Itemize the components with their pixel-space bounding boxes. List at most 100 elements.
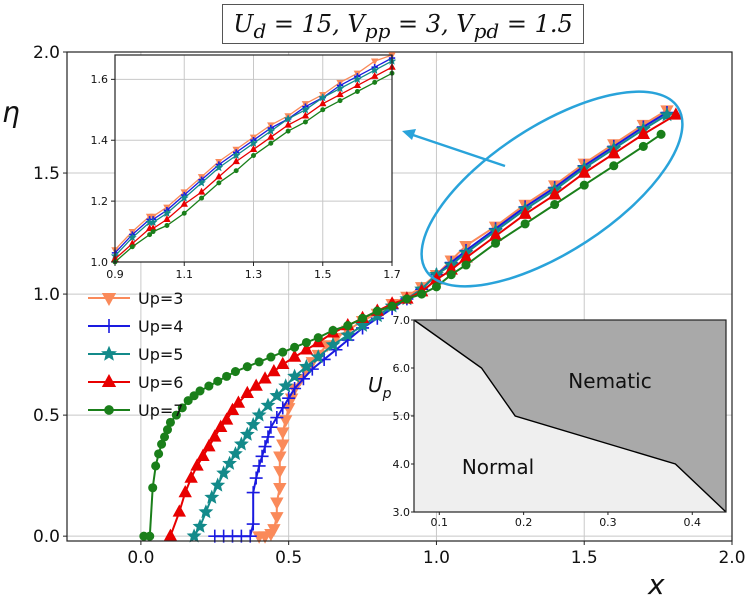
- data-point: [296, 372, 310, 386]
- data-point: [370, 72, 379, 79]
- data-point: [195, 386, 205, 396]
- data-point: [181, 210, 187, 216]
- data-point: [190, 458, 204, 471]
- x-axis-label: x: [647, 568, 665, 600]
- data-point: [163, 528, 178, 541]
- data-point: [171, 410, 181, 420]
- data-point: [267, 364, 281, 377]
- data-point: [320, 107, 326, 113]
- data-point: [150, 229, 156, 235]
- data-point: [204, 489, 220, 504]
- data-point: [128, 233, 137, 242]
- data-point: [270, 411, 284, 425]
- data-point: [246, 517, 260, 531]
- x-tick-label: 0.4: [684, 516, 702, 529]
- data-point: [192, 518, 208, 533]
- data-point: [328, 325, 338, 335]
- y-tick-label: 4.0: [393, 458, 411, 471]
- data-point: [285, 128, 291, 134]
- data-point: [669, 107, 683, 120]
- data-point: [246, 486, 260, 500]
- data-point: [276, 356, 290, 370]
- data-point: [249, 471, 263, 485]
- data-point: [164, 222, 170, 228]
- data-point: [636, 126, 651, 140]
- data-point: [129, 244, 135, 250]
- data-point: [310, 349, 326, 364]
- data-point: [154, 449, 164, 459]
- zoom-arrow-head: [402, 129, 416, 140]
- y-axis-label: η: [2, 96, 20, 129]
- data-point: [354, 89, 360, 95]
- data-point: [202, 439, 216, 452]
- data-point: [214, 163, 224, 172]
- data-point: [358, 313, 368, 323]
- y-tick-label: 1.2: [91, 195, 109, 208]
- legend-marker: [101, 373, 117, 388]
- data-point: [184, 470, 198, 483]
- y-tick-label: 1.0: [91, 256, 109, 269]
- data-point: [147, 232, 153, 238]
- x-tick-label: 0.2: [515, 516, 533, 529]
- x-tick-label: 0.9: [106, 268, 124, 281]
- data-point: [343, 321, 353, 331]
- series-up-6: [111, 62, 396, 262]
- data-point: [266, 352, 276, 362]
- x-tick-label: 1.5: [571, 548, 598, 568]
- inset-phase-diagram: Nematic Normal 0.1 0.2 0.3 0.4 3.0 4.0 5.0 6.0 7.0…: [368, 314, 727, 529]
- data-point: [518, 206, 532, 219]
- data-point: [609, 161, 619, 171]
- data-point: [222, 455, 237, 470]
- data-point: [279, 415, 293, 428]
- legend-label: Up=3: [138, 289, 183, 308]
- y-tick-label: 2.0: [33, 43, 60, 63]
- data-point: [249, 138, 258, 147]
- data-point: [242, 362, 252, 372]
- inset-zoom-plot: 0.9 1.1 1.3 1.5 1.7 1.0 1.2 1.4 1.6: [91, 52, 401, 281]
- x-tick-label: 2.0: [718, 548, 745, 568]
- legend-label: Up=7: [138, 401, 183, 420]
- data-point: [273, 451, 287, 464]
- data-point: [233, 436, 249, 451]
- data-point: [230, 367, 240, 377]
- legend-marker: [104, 405, 114, 415]
- data-point: [228, 446, 243, 461]
- y-tick-label: 7.0: [393, 314, 411, 327]
- data-point: [547, 187, 562, 200]
- normal-label: Normal: [462, 455, 534, 479]
- data-point: [258, 440, 272, 454]
- data-point: [148, 483, 158, 493]
- data-point: [273, 483, 287, 496]
- y-tick-label: 1.4: [91, 134, 109, 147]
- data-point: [301, 337, 311, 348]
- data-point: [353, 81, 362, 89]
- data-point: [198, 504, 214, 519]
- data-point: [579, 180, 589, 190]
- data-point: [290, 342, 300, 352]
- data-point: [372, 306, 382, 316]
- data-point: [240, 385, 254, 399]
- data-point: [336, 90, 344, 98]
- data-point: [287, 368, 303, 383]
- data-point: [283, 114, 293, 123]
- legend-entry: Up=4: [88, 317, 183, 336]
- data-point: [270, 497, 284, 510]
- data-point: [577, 165, 591, 178]
- data-point: [186, 528, 202, 543]
- data-point: [215, 172, 223, 180]
- data-point: [151, 461, 161, 471]
- data-point: [268, 140, 274, 146]
- data-point: [298, 358, 314, 374]
- data-point: [270, 512, 284, 525]
- data-point: [446, 270, 456, 280]
- data-point: [163, 215, 171, 222]
- data-point: [287, 349, 302, 362]
- data-point: [355, 317, 370, 332]
- data-point: [370, 65, 379, 74]
- data-point: [231, 395, 246, 408]
- x-tick-label: 1.0: [423, 548, 450, 568]
- data-point: [301, 105, 310, 114]
- data-point: [302, 119, 308, 125]
- data-point: [335, 84, 345, 93]
